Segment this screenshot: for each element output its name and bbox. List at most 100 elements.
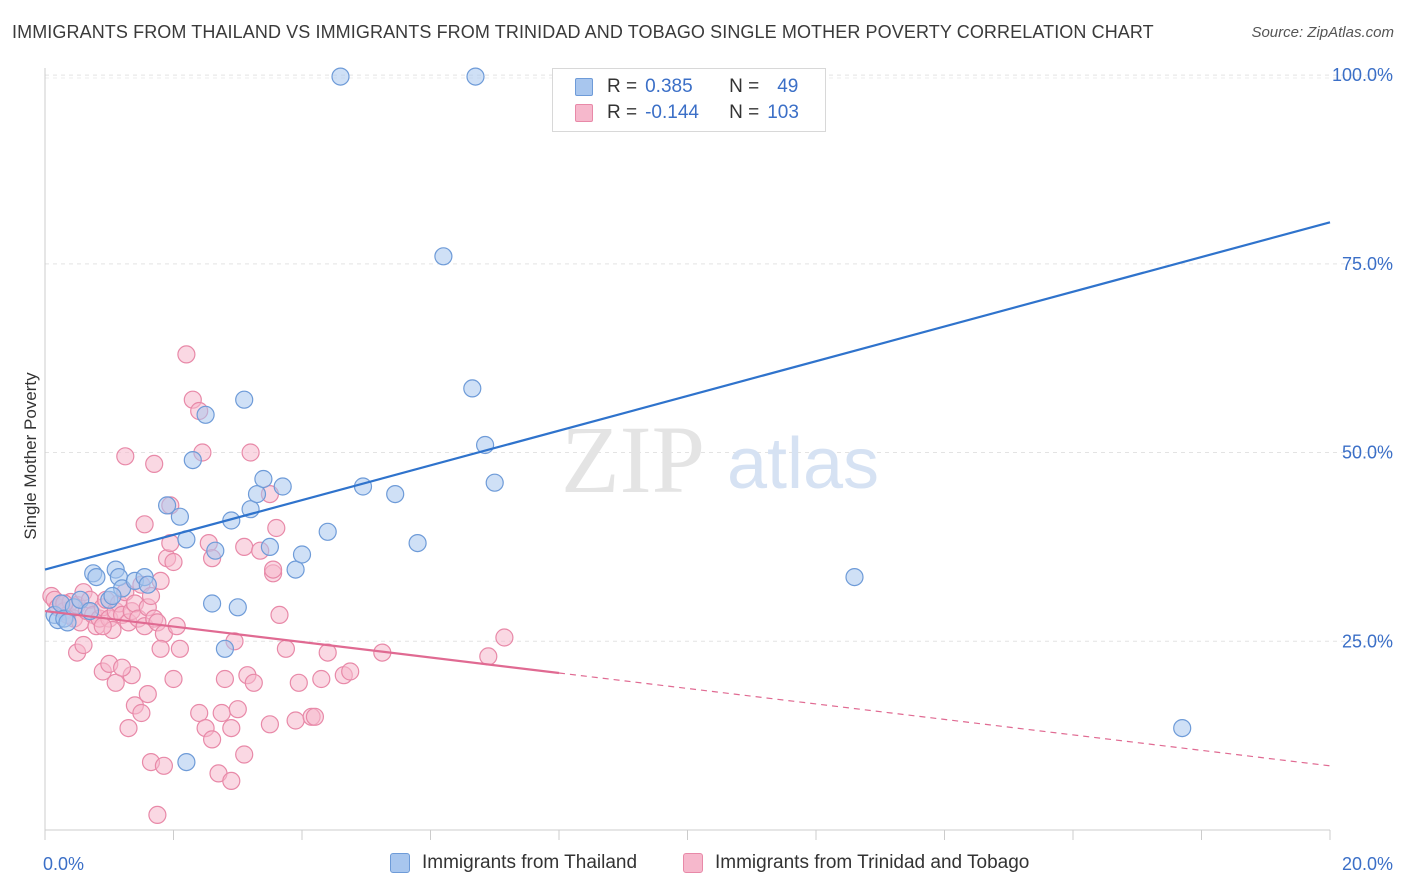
legend-n-value: 103 [767, 102, 799, 123]
trinidad-point [289, 673, 308, 692]
thailand-point [235, 390, 254, 409]
thailand-point [318, 522, 337, 541]
stats-legend: R = 0.385 N = 49 R = -0.144 N = 103 [552, 68, 826, 132]
x-tick-label: 20.0% [1342, 854, 1393, 874]
chart-title: IMMIGRANTS FROM THAILAND VS IMMIGRANTS F… [12, 22, 1154, 42]
y-tick-label: 75.0% [1342, 254, 1393, 274]
thailand-point [463, 379, 482, 398]
trinidad-point [170, 639, 189, 658]
thailand-point [177, 752, 196, 772]
thailand-point [353, 477, 373, 496]
legend-swatch-trinidad [575, 104, 593, 122]
trinidad-point [215, 669, 234, 689]
thailand-point [170, 507, 189, 526]
trinidad-point [132, 703, 151, 723]
legend-item-thailand[interactable]: Immigrants from Thailand [390, 852, 637, 874]
legend-swatch-thailand [390, 853, 410, 873]
trinidad-point [148, 805, 167, 825]
trinidad-point [164, 669, 183, 689]
legend-row-trinidad: R = -0.144 N = 103 [575, 100, 799, 126]
trinidad-point [222, 771, 241, 791]
trinidad-point [264, 560, 283, 579]
thailand-point [247, 485, 267, 504]
series-legend: Immigrants from Thailand Immigrants from… [0, 852, 1406, 876]
y-tick-label: 100.0% [1332, 65, 1393, 85]
legend-r-value: 0.385 [645, 76, 693, 97]
trinidad-point [244, 673, 263, 692]
legend-swatch-thailand [575, 78, 593, 96]
trinidad-point [341, 662, 360, 681]
thailand-point [1173, 718, 1192, 738]
watermark-atlas: atlas [727, 424, 879, 504]
trinidad-point [112, 658, 132, 677]
trinidad-point [270, 605, 289, 625]
thailand-point [206, 541, 225, 560]
thailand-point [228, 598, 247, 617]
trend-line-trinidad-projection [558, 672, 1331, 767]
thailand-point [254, 469, 273, 489]
trinidad-point [312, 669, 331, 689]
trinidad-point [154, 756, 173, 775]
legend-label-trinidad: Immigrants from Trinidad and Tobago [715, 852, 1030, 873]
thailand-point [196, 405, 215, 424]
legend-n-value: 49 [777, 76, 799, 97]
legend-r-label: R = [607, 102, 638, 123]
legend-swatch-trinidad [683, 853, 703, 873]
thailand-point [87, 567, 106, 587]
trinidad-point [260, 715, 279, 734]
trinidad-point [222, 718, 241, 738]
legend-n-label: N = [729, 102, 760, 123]
legend-item-trinidad[interactable]: Immigrants from Trinidad and Tobago [683, 852, 1029, 874]
trinidad-point [177, 345, 196, 364]
trinidad-point [74, 635, 93, 655]
trinidad-point [145, 454, 164, 473]
thailand-point [466, 67, 485, 86]
thailand-point [203, 594, 222, 613]
x-tick-label: 0.0% [43, 854, 84, 874]
trinidad-point [305, 707, 324, 726]
trinidad-point [276, 639, 295, 658]
thailand-point [158, 496, 177, 515]
thailand-point [408, 533, 427, 553]
legend-n-label: N = [729, 76, 760, 97]
watermark-zip: ZIP [561, 406, 705, 513]
thailand-point [292, 545, 312, 564]
trinidad-point [235, 745, 254, 764]
legend-r-label: R = [607, 76, 638, 97]
trinidad-point [241, 443, 260, 462]
trinidad-point [286, 711, 305, 730]
axes [44, 68, 1331, 840]
grid-lines [45, 74, 1392, 642]
legend-label-thailand: Immigrants from Thailand [422, 852, 638, 873]
thailand-point [215, 639, 234, 658]
thailand-point [273, 477, 292, 496]
source-label: Source: ZipAtlas.com [1251, 24, 1394, 41]
trinidad-point [495, 628, 514, 647]
trinidad-point [106, 673, 125, 692]
thailand-point [103, 586, 122, 606]
trend-line-trinidad [44, 609, 560, 675]
trinidad-point [151, 639, 170, 658]
trinidad-point [138, 684, 157, 704]
thailand-point [138, 575, 157, 594]
watermark: ZIP atlas [561, 406, 879, 513]
trend-line-thailand [44, 221, 1331, 571]
legend-r-value: -0.144 [645, 102, 699, 123]
legend-row-thailand: R = 0.385 N = 49 [575, 74, 798, 100]
trinidad-point [235, 537, 254, 557]
y-tick-label: 25.0% [1342, 631, 1393, 651]
trinidad-point [135, 515, 154, 534]
trinidad-point [212, 703, 231, 723]
thailand-point [331, 67, 350, 86]
trinidad-point [203, 730, 222, 749]
trinidad-point [119, 718, 138, 738]
thailand-point [183, 451, 202, 470]
y-tick-label: 50.0% [1342, 443, 1393, 463]
trinidad-point [116, 447, 135, 466]
thailand-point [286, 560, 305, 579]
thailand-point [845, 567, 864, 587]
trinidad-point [267, 518, 286, 538]
y-axis-label: Single Mother Poverty [21, 372, 40, 540]
trend-lines [44, 221, 1331, 767]
